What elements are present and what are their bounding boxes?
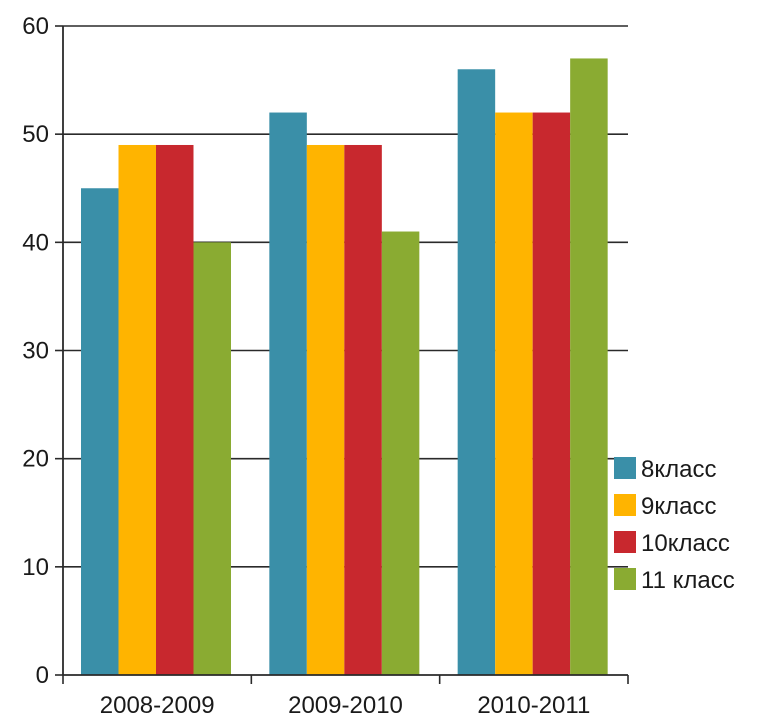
bar bbox=[118, 144, 156, 675]
legend: 8класс 9класс 10класс 11 класс bbox=[614, 456, 735, 594]
axes bbox=[55, 25, 629, 684]
bar bbox=[306, 144, 345, 675]
y-tick-label: 0 bbox=[36, 662, 49, 689]
y-tick-label: 60 bbox=[22, 13, 49, 40]
y-tick-labels: 0 10 20 30 40 50 60 bbox=[22, 13, 49, 689]
x-tick-labels: 2008-2009 2009-2010 2010-2011 bbox=[100, 692, 591, 719]
bar bbox=[344, 144, 382, 675]
bars bbox=[81, 58, 608, 676]
bar bbox=[81, 188, 119, 675]
bar bbox=[570, 58, 608, 675]
y-tick-label: 30 bbox=[22, 338, 49, 365]
bar bbox=[156, 144, 194, 675]
legend-swatch bbox=[614, 531, 636, 553]
x-tick-label: 2008-2009 bbox=[100, 692, 215, 719]
legend-label: 9класс bbox=[641, 493, 716, 520]
y-tick-label: 50 bbox=[22, 121, 49, 148]
bar bbox=[381, 231, 420, 675]
legend-swatch bbox=[614, 457, 636, 479]
bar bbox=[193, 242, 231, 676]
y-tick-label: 40 bbox=[22, 229, 49, 256]
y-tick-label: 10 bbox=[22, 554, 49, 581]
y-tick-label: 20 bbox=[22, 446, 49, 473]
legend-label: 8класс bbox=[641, 456, 716, 483]
legend-swatch bbox=[614, 568, 636, 590]
legend-swatch bbox=[614, 494, 636, 516]
bar bbox=[495, 112, 533, 676]
legend-label: 10класс bbox=[641, 530, 730, 557]
bar bbox=[457, 69, 496, 676]
legend-label: 11 класс bbox=[641, 567, 735, 594]
bar bbox=[269, 112, 307, 676]
x-tick-label: 2010-2011 bbox=[477, 692, 590, 719]
x-tick-label: 2009-2010 bbox=[288, 692, 403, 719]
bar bbox=[532, 112, 571, 676]
